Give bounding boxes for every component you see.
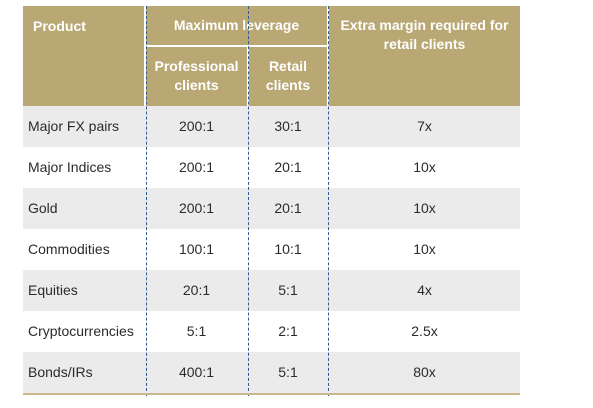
cell-professional: 200:1 [178, 159, 215, 175]
cell-retail: 5:1 [278, 364, 298, 380]
header-professional-clients: Professional clients [146, 47, 247, 106]
cell-extra-margin: 2.5x [411, 323, 438, 339]
column-divider [328, 6, 329, 396]
cell-professional: 20:1 [182, 282, 211, 298]
table-row: Major Indices 200:1 20:1 10x [23, 147, 520, 188]
header-retail-clients: Retail clients [249, 47, 327, 106]
cell-retail: 5:1 [278, 282, 298, 298]
cell-professional: 100:1 [178, 241, 215, 257]
cell-professional: 200:1 [178, 118, 215, 134]
column-divider [146, 6, 147, 396]
table-row: Cryptocurrencies 5:1 2:1 2.5x [23, 311, 520, 352]
cell-extra-margin: 10x [413, 241, 436, 257]
header-extra-margin: Extra margin required for retail clients [329, 6, 520, 106]
cell-product: Bonds/IRs [28, 364, 93, 380]
cell-extra-margin: 4x [417, 282, 432, 298]
cell-retail: 10:1 [274, 241, 302, 257]
table-row: Gold 200:1 20:1 10x [23, 188, 520, 229]
table-row: Commodities 100:1 10:1 10x [23, 229, 520, 270]
cell-retail: 2:1 [278, 323, 298, 339]
cell-product: Major Indices [28, 159, 112, 175]
cell-extra-margin: 7x [417, 118, 432, 134]
cell-extra-margin: 10x [413, 200, 436, 216]
table-row: Bonds/IRs 400:1 5:1 80x [23, 352, 520, 393]
column-divider [248, 6, 249, 396]
table-row: Equities 20:1 5:1 4x [23, 270, 520, 311]
header-maximum-leverage: Maximum leverage [146, 6, 327, 45]
cell-product: Gold [28, 200, 58, 216]
cell-product: Equities [28, 282, 78, 298]
cell-professional: 200:1 [178, 200, 215, 216]
table-bottom-border [23, 393, 520, 395]
cell-professional: 5:1 [186, 323, 207, 339]
cell-product: Commodities [28, 241, 110, 257]
table-body: Major FX pairs 200:1 30:1 7x Major Indic… [23, 106, 520, 393]
cell-retail: 30:1 [274, 118, 302, 134]
cell-product: Cryptocurrencies [28, 323, 134, 339]
cell-product: Major FX pairs [28, 118, 120, 134]
table-row: Major FX pairs 200:1 30:1 7x [23, 106, 520, 147]
cell-professional: 400:1 [178, 364, 215, 380]
cell-retail: 20:1 [274, 200, 302, 216]
cell-retail: 20:1 [274, 159, 302, 175]
cell-extra-margin: 10x [413, 159, 436, 175]
header-product: Product [23, 6, 144, 106]
cell-extra-margin: 80x [413, 364, 436, 380]
